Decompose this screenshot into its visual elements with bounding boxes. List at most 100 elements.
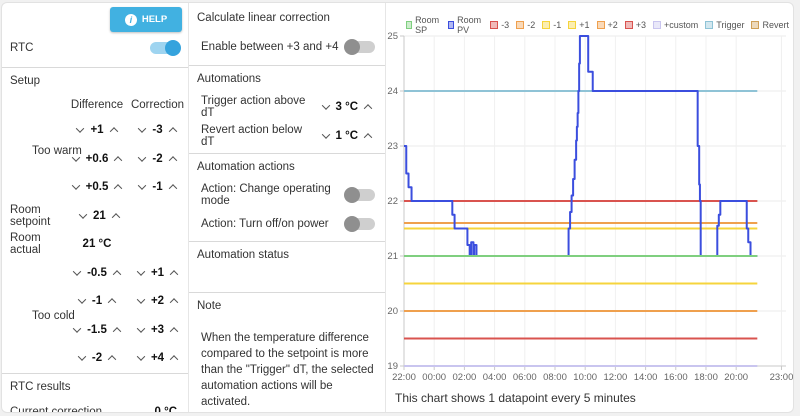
legend-swatch [624, 21, 633, 29]
correction-increase-button[interactable] [167, 266, 181, 280]
correction-increase-button[interactable] [166, 152, 180, 166]
revert-dt-decrease-button[interactable] [319, 129, 333, 143]
difference-decrease-button[interactable] [70, 323, 84, 337]
correction-increase-button[interactable] [167, 351, 181, 365]
legend-label: Revert [762, 20, 789, 30]
correction-decrease-button[interactable] [135, 180, 149, 194]
divider [189, 241, 385, 242]
trigger-dt-decrease-button[interactable] [319, 100, 333, 114]
current-correction-value: 0 °C [154, 405, 178, 413]
help-button[interactable]: i HELP [110, 7, 182, 32]
chart-legend: Room SP Room PV -3 -2 -1 +1 +2 +3 +custom Trigger… [406, 15, 789, 35]
correction-decrease-button[interactable] [134, 351, 148, 365]
legend-label: Room SP [415, 15, 440, 35]
revert-action-label: Revert action below dT [201, 123, 302, 148]
difference-value: +1 [90, 124, 104, 137]
difference-increase-button[interactable] [111, 152, 125, 166]
difference-increase-button[interactable] [107, 123, 121, 137]
svg-text:20:00: 20:00 [724, 372, 748, 383]
app-card: i HELP RTC Setup Difference Correction T… [1, 2, 794, 413]
difference-increase-button[interactable] [110, 323, 124, 337]
svg-text:22: 22 [387, 196, 398, 207]
svg-text:04:00: 04:00 [483, 372, 507, 383]
legend-item--1[interactable]: -1 [542, 20, 561, 30]
correction-increase-button[interactable] [166, 123, 180, 137]
difference-decrease-button[interactable] [75, 351, 89, 365]
legend-item-room-pv[interactable]: Room PV [448, 15, 483, 35]
correction-decrease-button[interactable] [134, 266, 148, 280]
svg-text:16:00: 16:00 [664, 372, 688, 383]
legend-label: -2 [527, 20, 536, 30]
correction-value: -2 [152, 152, 163, 165]
correction-value: +1 [150, 266, 165, 279]
correction-decrease-button[interactable] [135, 152, 149, 166]
correction-increase-button[interactable] [167, 294, 181, 308]
chart-caption: This chart shows 1 datapoint every 5 min… [395, 391, 636, 405]
legend-item--custom[interactable]: +custom [653, 20, 698, 30]
too-cold-row: -0.5 +1 [2, 259, 188, 288]
legend-item--3[interactable]: -3 [490, 20, 509, 30]
difference-increase-button[interactable] [105, 351, 119, 365]
correction-increase-button[interactable] [167, 323, 181, 337]
svg-text:23: 23 [387, 141, 398, 152]
room-setpoint-value: 21 [93, 209, 106, 222]
legend-item--3[interactable]: +3 [624, 20, 646, 30]
action-power-label: Action: Turn off/on power [201, 217, 329, 230]
rtc-toggle[interactable] [150, 40, 181, 56]
legend-label: -3 [501, 20, 510, 30]
svg-text:00:00: 00:00 [422, 372, 446, 383]
divider [189, 292, 385, 293]
difference-increase-button[interactable] [111, 180, 125, 194]
legend-swatch [448, 21, 455, 29]
divider [189, 153, 385, 154]
legend-item--2[interactable]: -2 [516, 20, 535, 30]
svg-text:02:00: 02:00 [453, 372, 477, 383]
legend-item--2[interactable]: +2 [596, 20, 618, 30]
setpoint-decrease-button[interactable] [76, 209, 90, 223]
legend-label: +custom [664, 20, 699, 30]
too-warm-row: +0.6 -2 [2, 145, 188, 174]
legend-item-revert[interactable]: Revert [751, 20, 789, 30]
legend-label: Room PV [457, 15, 482, 35]
difference-decrease-button[interactable] [75, 294, 89, 308]
legend-swatch [490, 21, 499, 29]
note-title: Note [197, 300, 222, 312]
svg-text:21: 21 [387, 251, 398, 262]
room-actual-row: Room actual 21 °C [2, 230, 188, 259]
divider [189, 65, 385, 66]
setup-title: Setup [10, 75, 41, 87]
svg-text:22:00: 22:00 [392, 372, 416, 383]
difference-value: -1.5 [87, 323, 107, 336]
correction-decrease-button[interactable] [135, 123, 149, 137]
difference-value: +0.6 [85, 152, 109, 165]
difference-decrease-button[interactable] [73, 123, 87, 137]
revert-dt-increase-button[interactable] [361, 129, 375, 143]
difference-decrease-button[interactable] [69, 180, 83, 194]
chart-panel: Room SP Room PV -3 -2 -1 +1 +2 +3 +custom Trigger… [386, 3, 793, 412]
action-power-toggle[interactable] [344, 215, 375, 232]
difference-increase-button[interactable] [105, 294, 119, 308]
enable-between-toggle[interactable] [344, 39, 375, 55]
correction-increase-button[interactable] [166, 180, 180, 194]
difference-value: +0.5 [85, 181, 109, 194]
correction-decrease-button[interactable] [134, 294, 148, 308]
calc-linear-correction-title: Calculate linear correction [197, 12, 330, 24]
legend-item--1[interactable]: +1 [568, 20, 590, 30]
legend-item-trigger[interactable]: Trigger [705, 20, 744, 30]
difference-increase-button[interactable] [110, 266, 124, 280]
svg-text:10:00: 10:00 [573, 372, 597, 383]
legend-label: Trigger [716, 20, 745, 30]
legend-item-room-sp[interactable]: Room SP [406, 15, 441, 35]
action-change-mode-toggle[interactable] [344, 186, 375, 203]
svg-text:19: 19 [387, 361, 398, 372]
correction-value: +2 [150, 295, 165, 308]
trigger-dt-value: 3 °C [335, 100, 359, 113]
current-correction-label: Current correction [10, 405, 103, 413]
difference-decrease-button[interactable] [70, 266, 84, 280]
correction-decrease-button[interactable] [134, 323, 148, 337]
setpoint-increase-button[interactable] [109, 209, 123, 223]
svg-text:14:00: 14:00 [634, 372, 658, 383]
room-setpoint-row: Room setpoint 21 [2, 202, 188, 231]
trigger-dt-increase-button[interactable] [361, 100, 375, 114]
